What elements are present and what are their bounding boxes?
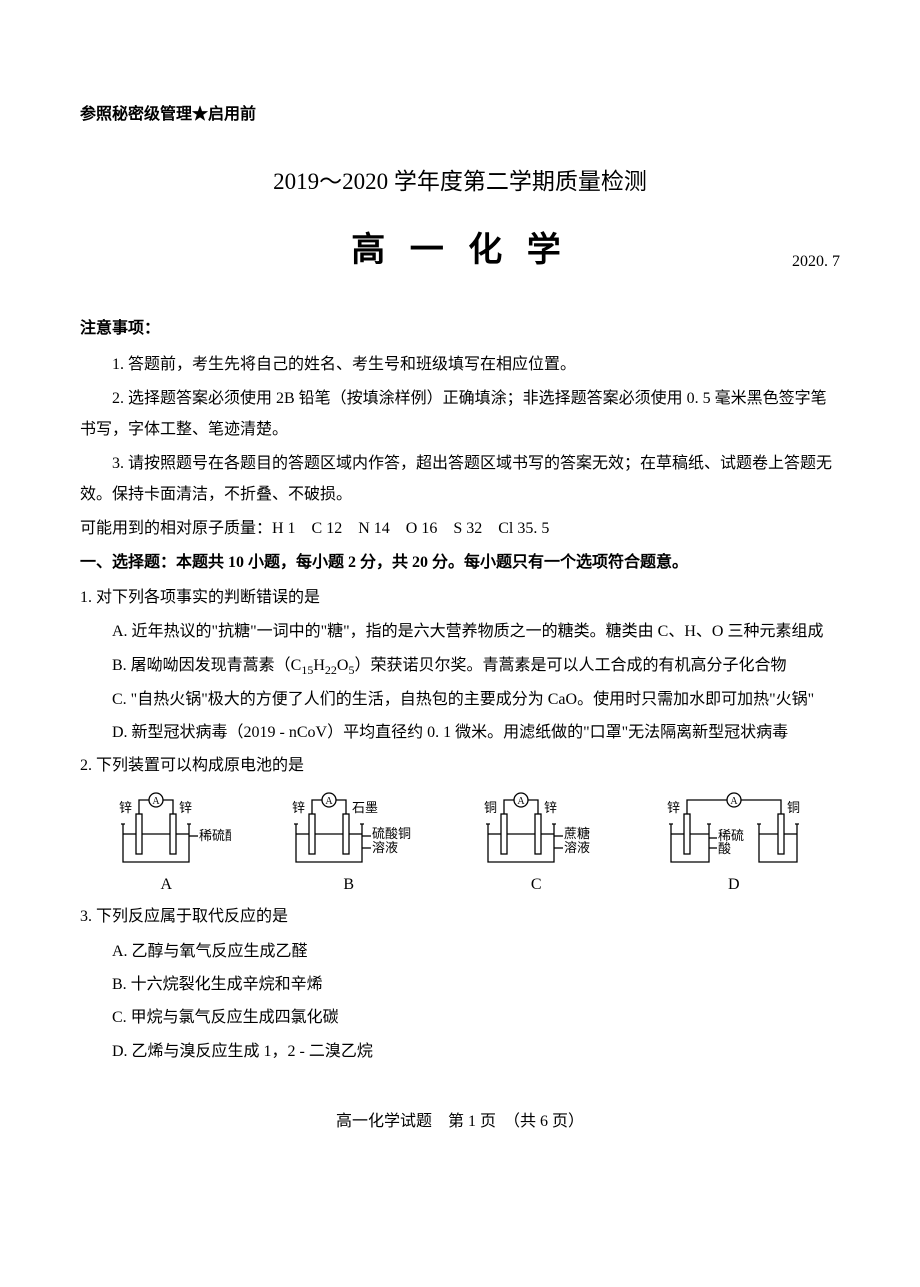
q1-option-b: B. 屠呦呦因发现青蒿素（C15H22O5）荣获诺贝尔奖。青蒿素是可以人工合成的… bbox=[80, 651, 840, 682]
q2-diagram-b: A 锌 石墨 硫酸铜 溶液 B bbox=[274, 790, 424, 900]
date-label: 2020. 7 bbox=[792, 247, 840, 277]
electrode-left-label: 锌 bbox=[119, 800, 132, 815]
q1b-sub2: 22 bbox=[325, 663, 337, 677]
svg-text:A: A bbox=[325, 796, 333, 807]
q2-diagram-a: A 锌 锌 稀硫酸 A bbox=[101, 790, 231, 900]
q1b-sub1: 15 bbox=[301, 663, 313, 677]
notice-item-2: 2. 选择题答案必须使用 2B 铅笔（按填涂样例）正确填涂；非选择题答案必须使用… bbox=[80, 384, 840, 445]
q1b-pre: B. 屠呦呦因发现青蒿素（C bbox=[112, 657, 301, 674]
q1b-post: ）荣获诺贝尔奖。青蒿素是可以人工合成的有机高分子化合物 bbox=[354, 657, 786, 674]
electrode-right-label: 铜 bbox=[787, 800, 800, 815]
electrode-left-label: 锌 bbox=[292, 800, 305, 815]
main-title: 高 一 化 学 bbox=[80, 219, 840, 284]
q3-option-b: B. 十六烷裂化生成辛烷和辛烯 bbox=[80, 970, 840, 1000]
svg-text:溶液: 溶液 bbox=[372, 840, 398, 855]
beaker-c-svg: A 铜 锌 蔗糖 溶液 bbox=[466, 790, 606, 868]
q3-option-c: C. 甲烷与氯气反应生成四氯化碳 bbox=[80, 1003, 840, 1033]
diagram-b-label: B bbox=[274, 870, 424, 900]
electrode-left-label: 锌 bbox=[667, 800, 680, 815]
question-1-stem: 1. 对下列各项事实的判断错误的是 bbox=[80, 583, 840, 613]
exam-title-line: 2019～2020 学年度第二学期质量检测 bbox=[80, 160, 840, 204]
electrode-right-label: 锌 bbox=[544, 800, 557, 815]
question-2-stem: 2. 下列装置可以构成原电池的是 bbox=[80, 751, 840, 781]
q2-diagram-d: A 锌 铜 稀硫 酸 D bbox=[649, 790, 819, 900]
svg-text:A: A bbox=[730, 796, 738, 807]
notice-item-3: 3. 请按照题号在各题目的答题区域内作答，超出答题区域书写的答案无效；在草稿纸、… bbox=[80, 449, 840, 510]
q1-option-d: D. 新型冠状病毒（2019 - nCoV）平均直径约 0. 1 微米。用滤纸做… bbox=[80, 718, 840, 748]
notice-item-1: 1. 答题前，考生先将自己的姓名、考生号和班级填写在相应位置。 bbox=[80, 350, 840, 380]
svg-text:A: A bbox=[153, 796, 161, 807]
q1b-mid1: H bbox=[313, 657, 325, 674]
main-title-row: 高 一 化 学 2020. 7 bbox=[80, 219, 840, 284]
svg-text:酸: 酸 bbox=[718, 841, 731, 856]
electrode-right-label: 锌 bbox=[179, 800, 192, 815]
atomic-mass-line: 可能用到的相对原子质量：H 1 C 12 N 14 O 16 S 32 Cl 3… bbox=[80, 514, 840, 544]
header-note: 参照秘密级管理★启用前 bbox=[80, 100, 840, 130]
svg-text:溶液: 溶液 bbox=[564, 840, 590, 855]
q1-option-c: C. "自热火锅"极大的方便了人们的生活，自热包的主要成分为 CaO。使用时只需… bbox=[80, 685, 840, 715]
diagram-a-label: A bbox=[101, 870, 231, 900]
electrode-left-label: 铜 bbox=[484, 800, 497, 815]
diagram-c-label: C bbox=[466, 870, 606, 900]
q2-diagram-c: A 铜 锌 蔗糖 溶液 C bbox=[466, 790, 606, 900]
svg-text:硫酸铜: 硫酸铜 bbox=[372, 826, 411, 841]
beaker-b-svg: A 锌 石墨 硫酸铜 溶液 bbox=[274, 790, 424, 868]
q3-option-d: D. 乙烯与溴反应生成 1，2 - 二溴乙烷 bbox=[80, 1037, 840, 1067]
section-1-title: 一、选择题：本题共 10 小题，每小题 2 分，共 20 分。每小题只有一个选项… bbox=[80, 548, 840, 578]
q1b-mid2: O bbox=[337, 657, 349, 674]
svg-text:A: A bbox=[518, 796, 526, 807]
diagram-d-label: D bbox=[649, 870, 819, 900]
liquid-label: 稀硫酸 bbox=[199, 828, 231, 843]
q2-diagram-row: A 锌 锌 稀硫酸 A A bbox=[80, 790, 840, 900]
electrode-right-label: 石墨 bbox=[352, 800, 378, 815]
page-footer: 高一化学试题 第 1 页 （共 6 页） bbox=[80, 1107, 840, 1137]
svg-text:蔗糖: 蔗糖 bbox=[564, 826, 590, 841]
beaker-d-svg: A 锌 铜 稀硫 酸 bbox=[649, 790, 819, 868]
question-3-stem: 3. 下列反应属于取代反应的是 bbox=[80, 902, 840, 932]
beaker-a-svg: A 锌 锌 稀硫酸 bbox=[101, 790, 231, 868]
q3-option-a: A. 乙醇与氧气反应生成乙醛 bbox=[80, 937, 840, 967]
q1-option-a: A. 近年热议的"抗糖"一词中的"糖"，指的是六大营养物质之一的糖类。糖类由 C… bbox=[80, 617, 840, 647]
notice-title: 注意事项： bbox=[80, 314, 840, 344]
